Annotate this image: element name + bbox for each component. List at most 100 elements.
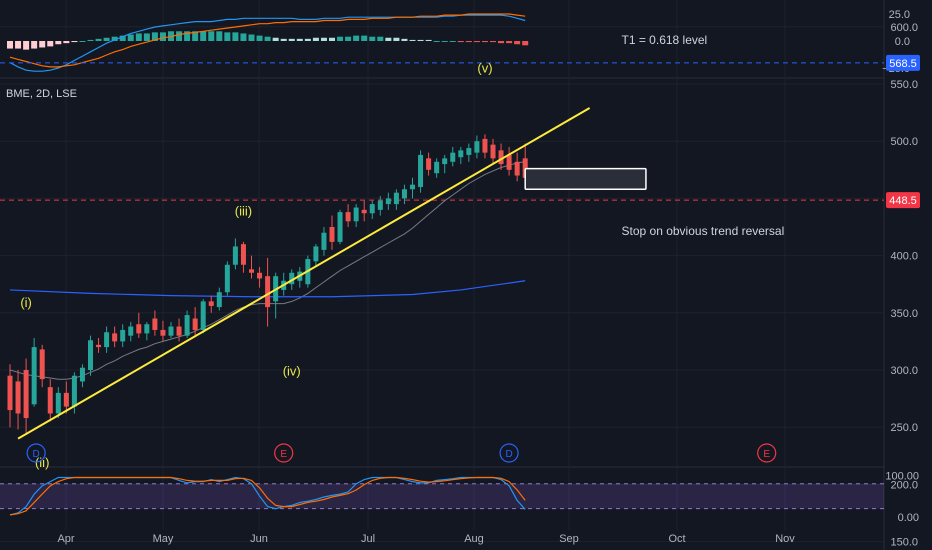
candle-body: [128, 326, 134, 336]
macd-histogram-bar: [47, 41, 54, 47]
stochastic-band: [0, 483, 884, 509]
candle-body: [192, 318, 198, 330]
x-tick-label: Jun: [250, 533, 268, 545]
signal-line: [9, 13, 526, 68]
event-marker: [26, 443, 46, 463]
event-marker-letter: D: [33, 449, 40, 460]
macd-histogram-bar: [31, 41, 38, 49]
event-marker-letter: D: [505, 449, 512, 460]
macd-histogram-bar: [71, 41, 78, 43]
macd-histogram-bar: [385, 37, 392, 41]
wave-label: (v): [477, 61, 492, 76]
candle-body: [393, 192, 399, 205]
macd-histogram-bar: [401, 38, 408, 41]
x-tick-label: Aug: [464, 533, 484, 545]
macd-histogram-bar: [393, 37, 400, 41]
macd-histogram-bar: [449, 41, 456, 42]
macd-histogram-bar: [55, 41, 62, 45]
candle-body: [184, 315, 190, 336]
candle-body: [176, 326, 182, 336]
macd-histogram-bar: [345, 36, 352, 41]
macd-histogram-bar: [361, 35, 368, 41]
candle-body: [514, 161, 520, 176]
candle-body: [313, 246, 319, 262]
candle-body: [79, 367, 85, 382]
annotation-text: T1 = 0.618 level: [622, 33, 708, 47]
price-tick-label: 300.0: [890, 365, 918, 377]
candle-body: [15, 381, 21, 414]
macd-histogram-bar: [7, 41, 13, 49]
macd-histogram-bar: [119, 35, 126, 41]
price-tick-label: 600.0: [890, 22, 918, 34]
macd-histogram-bar: [304, 38, 311, 41]
candle-body: [522, 158, 528, 178]
macd-histogram-bar: [240, 33, 247, 41]
macd-histogram-bar: [280, 38, 287, 41]
macd-panel: [7, 13, 529, 72]
candle-body: [410, 184, 415, 190]
macd-histogram-bar: [320, 37, 327, 41]
price-tick-label: 250.0: [890, 422, 918, 434]
candle-body: [200, 301, 206, 330]
macd-histogram-bar: [425, 39, 432, 41]
annotation-text: Stop on obvious trend reversal: [622, 224, 785, 238]
macd-histogram-bar: [248, 34, 255, 41]
stoch-tick-label: 0.00: [898, 512, 919, 524]
candle-body: [136, 324, 142, 334]
macd-histogram-bar: [127, 34, 134, 41]
price-tick-label: 500.0: [890, 136, 918, 148]
candle-body: [104, 332, 110, 348]
event-marker-letter: E: [763, 449, 770, 460]
candle-body: [55, 392, 61, 414]
price-tick-label: 200.0: [890, 479, 918, 491]
candle-body: [289, 272, 295, 285]
candle-body: [361, 209, 367, 214]
x-tick-label: Oct: [668, 533, 685, 545]
event-marker: [274, 443, 294, 463]
candle-body: [458, 150, 464, 158]
macd-histogram-bar: [159, 32, 166, 41]
candle-body: [385, 198, 391, 205]
macd-histogram-bar: [103, 37, 110, 41]
macd-histogram-bar: [473, 41, 480, 43]
candle-body: [63, 392, 69, 407]
candle-body: [71, 375, 77, 407]
candle-body: [47, 387, 53, 414]
macd-histogram-bar: [200, 31, 207, 41]
level-badge-label: 568.5: [889, 58, 917, 70]
candle-body: [31, 347, 37, 405]
macd-histogram-bar: [256, 35, 263, 41]
price-tick-label: 150.0: [890, 537, 918, 549]
macd-histogram-bar: [329, 37, 335, 41]
macd-histogram-bar: [481, 41, 488, 43]
symbol-label: BME, 2D, LSE: [6, 88, 77, 100]
candle-body: [450, 152, 456, 162]
macd-histogram-bar: [232, 32, 239, 41]
macd-histogram-bar: [95, 38, 102, 41]
wave-label: (ii): [35, 455, 49, 470]
candle-body: [466, 148, 472, 155]
event-marker: [499, 443, 519, 463]
candle-body: [442, 158, 448, 165]
macd-histogram-bar: [208, 31, 215, 41]
macd-histogram-bar: [409, 39, 416, 41]
macd-histogram-bar: [377, 36, 384, 41]
axes: AprMayJunJulAugSepOctNov800.0750.0700.06…: [57, 9, 920, 549]
macd-histogram-bar: [15, 41, 22, 49]
slow-moving-average: [9, 280, 526, 298]
x-tick-label: Apr: [57, 533, 74, 545]
macd-histogram-bar: [353, 35, 360, 41]
macd-histogram-bar: [143, 33, 150, 41]
macd-histogram-bar: [135, 33, 142, 41]
candle-body: [257, 272, 263, 279]
macd-histogram-bar: [288, 38, 295, 41]
candle-body: [224, 264, 230, 293]
x-tick-label: Nov: [775, 533, 795, 545]
candle-body: [490, 144, 496, 159]
macd-histogram-bar: [151, 32, 158, 41]
macd-histogram-bar: [490, 41, 496, 43]
macd-histogram-bar: [441, 41, 448, 42]
candle-body: [112, 333, 118, 342]
candle-body: [39, 349, 45, 380]
